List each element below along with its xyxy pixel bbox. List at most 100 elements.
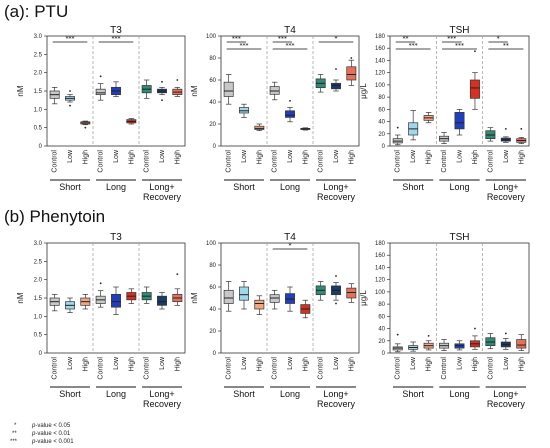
- box-low-5: [285, 100, 295, 123]
- y-tick-label: 180: [375, 34, 386, 40]
- chart-title: TSH: [450, 25, 470, 36]
- box-body: [239, 107, 249, 114]
- outlier-point: [335, 275, 337, 277]
- category-label: High: [472, 150, 479, 165]
- category-label: High: [174, 150, 181, 165]
- group-label: Recovery: [317, 399, 356, 409]
- category-label: High: [128, 357, 135, 372]
- y-tick-label: 0: [382, 351, 386, 357]
- y-axis-label: nM: [16, 292, 25, 303]
- box-high-6: [469, 50, 480, 110]
- box-low-8: [331, 68, 341, 92]
- box-high-3: [254, 295, 265, 315]
- plot-frame: [389, 242, 530, 354]
- y-tick-label: 140: [375, 265, 386, 271]
- box-body: [469, 79, 480, 99]
- outlier-point: [474, 327, 476, 330]
- box-body: [331, 82, 341, 90]
- outlier-point: [474, 50, 476, 53]
- y-tick-label: 100: [206, 34, 217, 40]
- y-tick-label: 120: [375, 71, 386, 77]
- box-high-9: [346, 283, 357, 303]
- group-label: Long+: [323, 182, 348, 192]
- category-label: Control: [144, 357, 151, 380]
- y-axis-label: μg/L: [359, 83, 368, 99]
- box-low-5: [454, 108, 465, 136]
- plot-frame: [220, 242, 360, 354]
- category-label: High: [348, 357, 355, 372]
- legend-text-3: -value < 0.001: [35, 439, 74, 445]
- box-body: [95, 88, 106, 96]
- outlier-point: [176, 79, 179, 81]
- box-control-1: [223, 281, 234, 312]
- category-label: Control: [226, 357, 233, 380]
- significance-label: ***: [112, 36, 121, 43]
- category-label: Low: [67, 356, 74, 370]
- y-axis-label: μg/L: [359, 290, 368, 306]
- category-label: Low: [410, 149, 417, 163]
- box-high-9: [172, 79, 183, 97]
- legend-label-3: p-value < 0.001: [31, 439, 74, 445]
- box-control-1: [223, 74, 234, 105]
- category-label: High: [82, 357, 89, 372]
- group-label: Long: [280, 389, 300, 399]
- chart-1: T3 0 0.5 1.0 1.5 2.0 2.5 3.0 nM *** *** Control Low H…: [16, 25, 186, 202]
- box-high-6: [469, 327, 480, 350]
- category-label: Control: [52, 150, 59, 173]
- y-tick-label: 0: [213, 351, 217, 357]
- category-label: Low: [241, 149, 248, 163]
- chart-3: TSH020406080100120140160180μg/L*********…: [359, 25, 530, 202]
- category-label: Control: [487, 150, 494, 173]
- box-low-5: [111, 81, 121, 97]
- outlier-point: [69, 90, 71, 92]
- y-tick-label: 0: [39, 351, 43, 357]
- box-body: [269, 294, 280, 303]
- group-label: Long+: [149, 182, 174, 192]
- group-label: Long: [106, 182, 126, 192]
- box-control-4: [95, 282, 106, 308]
- y-tick-label: 20: [378, 132, 385, 138]
- outlier-point: [396, 333, 399, 336]
- y-tick-label: 140: [375, 58, 386, 64]
- outlier-point: [161, 99, 163, 102]
- y-tick-label: 2.0: [34, 71, 43, 77]
- category-label: High: [518, 357, 525, 372]
- y-tick-label: 2.0: [34, 278, 43, 284]
- box-body: [285, 110, 295, 118]
- category-label: Low: [159, 356, 166, 370]
- y-tick-label: 120: [375, 278, 386, 284]
- y-tick-label: 60: [378, 107, 385, 113]
- category-label: Control: [144, 150, 151, 173]
- category-label: Control: [395, 357, 402, 380]
- y-tick-label: 20: [378, 339, 385, 345]
- category-label: High: [256, 150, 263, 165]
- box-body: [223, 81, 234, 97]
- y-tick-label: 40: [209, 100, 216, 106]
- significance-label: **: [402, 36, 408, 43]
- category-label: Low: [113, 356, 120, 370]
- box-high-9: [172, 273, 183, 306]
- box-low-2: [408, 341, 419, 352]
- group-label: Recovery: [143, 399, 182, 409]
- box-control-4: [439, 132, 450, 144]
- outlier-point: [99, 75, 102, 78]
- y-tick-label: 40: [378, 120, 385, 126]
- y-tick-label: 100: [206, 241, 217, 247]
- group-label: Long: [449, 182, 469, 192]
- box-low-2: [65, 90, 75, 107]
- outlier-point: [69, 104, 71, 107]
- category-label: High: [302, 150, 309, 165]
- chart-6: TSH 0 20 40 60 80 100 120 140 160 180 μg/L Control Lo…: [359, 232, 530, 409]
- panel-b-title: (b) Phenytoin: [4, 207, 105, 226]
- y-tick-label: 1.0: [34, 314, 43, 320]
- group-label: Short: [402, 182, 424, 192]
- legend-marker-3: ***: [10, 439, 18, 445]
- group-label: Short: [233, 389, 255, 399]
- group-label: Long: [106, 389, 126, 399]
- group-label: Long+: [493, 389, 518, 399]
- outlier-point: [335, 68, 337, 70]
- box-body: [285, 293, 295, 304]
- category-label: Low: [113, 149, 120, 163]
- group-label: Long: [280, 182, 300, 192]
